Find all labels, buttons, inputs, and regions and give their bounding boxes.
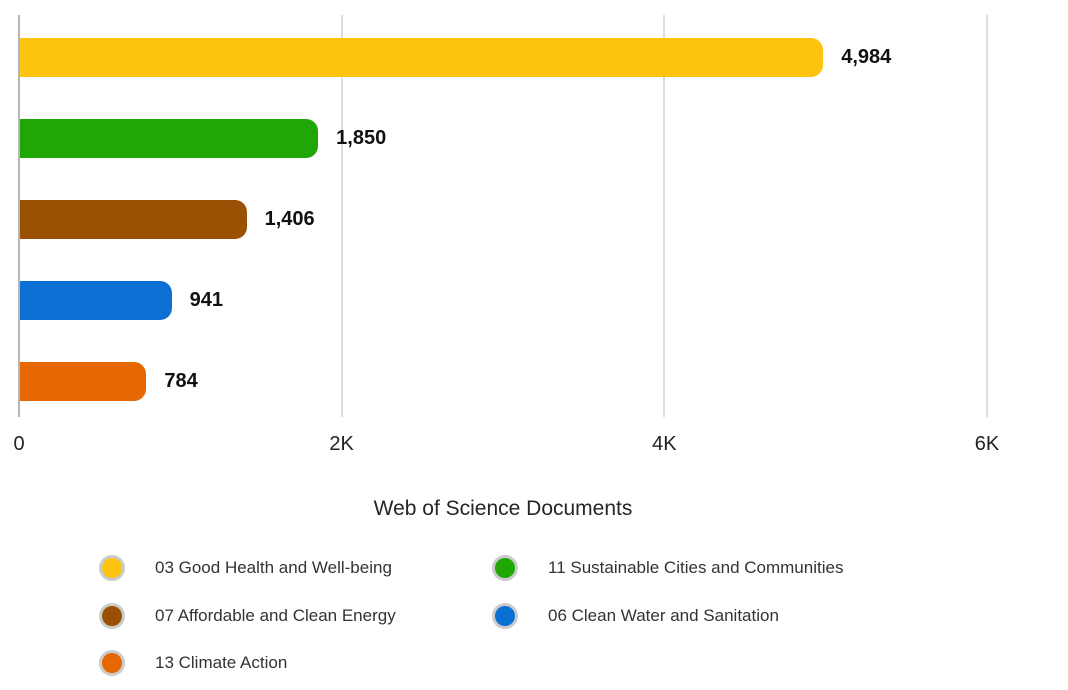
bar-good-health[interactable]: [20, 38, 824, 77]
gridline-6k: [986, 15, 988, 417]
legend-label: 13 Climate Action: [155, 653, 288, 672]
legend-marker-icon: [99, 555, 125, 581]
gridline-2k: [340, 15, 343, 417]
legend-marker-icon: [99, 603, 125, 629]
legend-marker-icon: [99, 650, 125, 676]
x-axis-title: Web of Science Documents: [373, 497, 633, 520]
legend-label: 06 Clean Water and Sanitation: [548, 606, 779, 625]
x-axis-tick-2k: 2K: [329, 433, 354, 455]
bar-row: 784: [20, 362, 987, 401]
bar-sustainable-cities[interactable]: [20, 119, 319, 158]
gridline-4k: [663, 15, 666, 417]
bar-row: 4,984: [20, 38, 987, 77]
value-label: 784: [164, 370, 198, 392]
x-axis-tick-0: 0: [13, 433, 25, 455]
x-axis: 0 2K 4K 6K: [13, 433, 999, 461]
legend-label: 03 Good Health and Well-being: [155, 558, 392, 577]
legend-item-clean-water[interactable]: 06 Clean Water and Sanitation: [492, 603, 779, 629]
bar-row: 1,406: [20, 200, 987, 239]
legend-label: 11 Sustainable Cities and Communities: [548, 558, 844, 577]
legend-label: 07 Affordable and Clean Energy: [155, 606, 396, 625]
gridline-0: [18, 15, 20, 417]
bar-row: 941: [20, 281, 987, 320]
legend-item-climate-action[interactable]: 13 Climate Action: [99, 650, 287, 676]
legend-item-sustainable-cities[interactable]: 11 Sustainable Cities and Communities: [492, 555, 843, 581]
bar-climate-action[interactable]: [20, 362, 147, 401]
legend-marker-icon: [492, 555, 518, 581]
legend-item-good-health[interactable]: 03 Good Health and Well-being: [99, 555, 392, 581]
x-axis-tick-6k: 6K: [974, 433, 1000, 455]
bar-clean-water[interactable]: [20, 281, 172, 320]
value-label: 1,406: [264, 208, 315, 230]
x-axis-tick-4k: 4K: [652, 433, 677, 455]
bar-row: 1,850: [20, 119, 987, 158]
legend-item-affordable-energy[interactable]: 07 Affordable and Clean Energy: [99, 603, 396, 629]
plot-area: 4,984 1,850 1,406 941 784: [18, 15, 988, 417]
bar-affordable-energy[interactable]: [20, 200, 247, 239]
legend-marker-icon: [492, 603, 518, 629]
value-label: 1,850: [336, 127, 387, 149]
value-label: 941: [189, 289, 224, 311]
value-label: 4,984: [841, 46, 892, 68]
